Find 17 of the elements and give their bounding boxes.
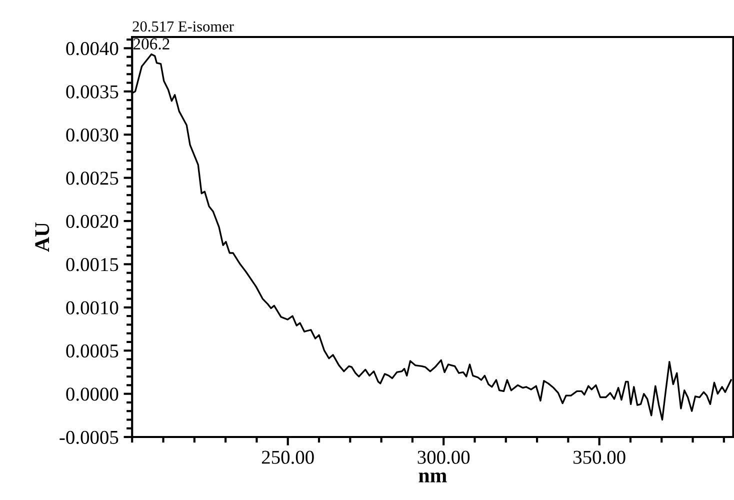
- y-tick-label: -0.0005: [60, 430, 118, 444]
- y-axis-title: AU: [35, 222, 50, 252]
- y-tick-label: 0.0010: [66, 301, 118, 314]
- y-tick-label: 0.0040: [66, 42, 118, 56]
- y-tick-label: 0.0035: [66, 85, 118, 98]
- y-tick-label: 0.0025: [66, 172, 118, 185]
- x-tick-label: 250.00: [262, 450, 314, 464]
- x-tick-label: 350.00: [574, 450, 626, 464]
- y-tick-label: 0.0005: [66, 344, 118, 358]
- y-tick-label: 0.0020: [66, 214, 118, 228]
- y-tick-label: 0.0030: [66, 128, 118, 142]
- x-axis-title: nm: [418, 472, 447, 482]
- y-tick-label: 0.0000: [66, 388, 118, 401]
- annotation: 206.2: [133, 38, 170, 50]
- y-tick-label: 0.0015: [66, 258, 118, 272]
- x-tick-label: 300.00: [418, 450, 470, 464]
- chart-title: 20.517 E-isomer: [132, 21, 234, 32]
